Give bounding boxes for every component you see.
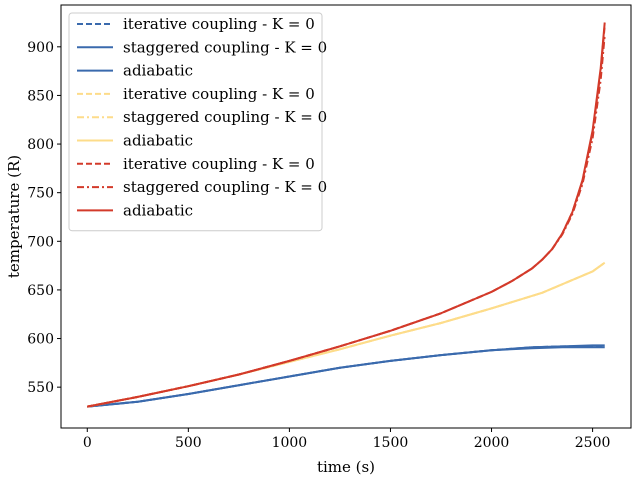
series-line <box>87 261 606 408</box>
legend-entry: staggered coupling - K = 0 <box>123 108 327 126</box>
series-line <box>87 344 605 408</box>
y-tick-label: 600 <box>27 332 54 348</box>
x-tick-label: 2000 <box>474 435 510 451</box>
legend-entry: staggered coupling - K = 0 <box>123 178 327 196</box>
x-tick-label: 2500 <box>575 435 611 451</box>
y-tick-label: 800 <box>27 137 54 153</box>
y-tick-label: 900 <box>27 40 54 56</box>
y-tick-label: 850 <box>27 88 54 104</box>
y-axis-ticks: 550 600 650 700 750 800 850 900 <box>27 40 61 396</box>
x-axis-label: time (s) <box>317 458 375 476</box>
x-tick-label: 0 <box>83 435 92 451</box>
plot-lines <box>87 22 606 408</box>
axes-frame <box>60 4 632 429</box>
legend-entry: adiabatic <box>123 201 193 219</box>
y-tick-label: 550 <box>27 380 54 396</box>
x-tick-label: 1500 <box>373 435 409 451</box>
y-tick-label: 750 <box>27 186 54 202</box>
legend-entry: iterative coupling - K = 0 <box>123 15 315 33</box>
legend-entry: adiabatic <box>123 62 193 80</box>
y-tick-label: 650 <box>27 283 54 299</box>
x-tick-label: 500 <box>175 435 202 451</box>
legend-entry: adiabatic <box>123 132 193 150</box>
x-axis-ticks: 0 500 1000 1500 2000 2500 <box>83 428 611 451</box>
series-line <box>87 261 606 408</box>
x-tick-label: 1000 <box>272 435 308 451</box>
y-axis-label: temperature (R) <box>5 155 23 278</box>
legend: iterative coupling - K = 0 staggered coup… <box>68 12 327 232</box>
legend-box <box>68 12 323 232</box>
y-tick-label: 700 <box>27 234 54 250</box>
legend-entry: iterative coupling - K = 0 <box>123 155 315 173</box>
series-line <box>87 261 606 408</box>
legend-entry: staggered coupling - K = 0 <box>123 38 327 56</box>
legend-entry: iterative coupling - K = 0 <box>123 85 315 103</box>
series-line <box>87 22 606 408</box>
